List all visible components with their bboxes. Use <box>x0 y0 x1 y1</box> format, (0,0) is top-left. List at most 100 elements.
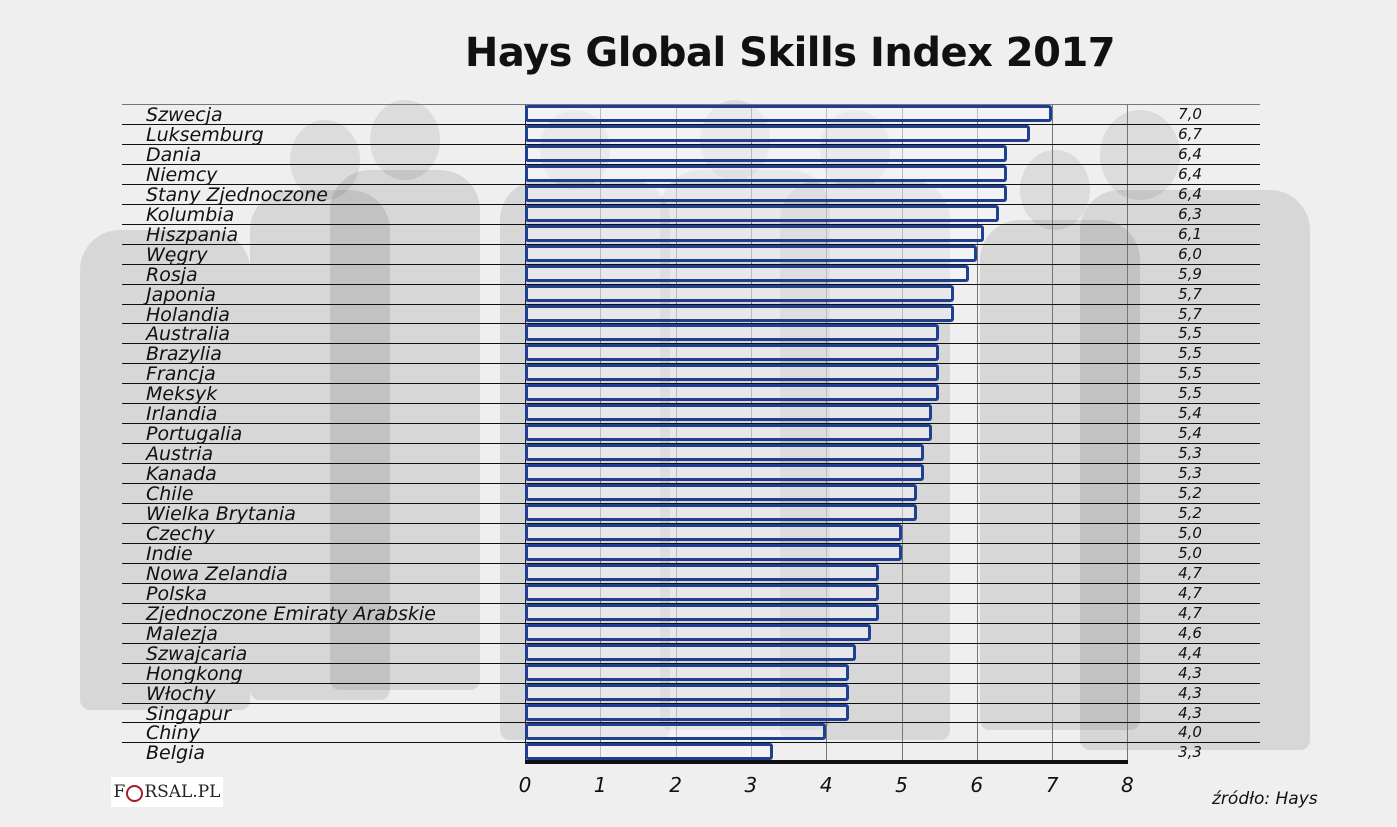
row-separator <box>122 443 1260 445</box>
value-label: 5,9 <box>1178 264 1202 283</box>
chart-title: Hays Global Skills Index 2017 <box>464 30 1116 76</box>
bar <box>525 364 940 382</box>
logo-text-right: RSAL.PL <box>144 782 221 802</box>
row-separator <box>122 503 1260 504</box>
country-label: Chiny <box>146 722 200 745</box>
country-label: Belgia <box>146 742 205 765</box>
row-separator <box>122 722 1260 724</box>
logo-text-left: F <box>113 782 126 802</box>
country-label: Francja <box>146 363 216 386</box>
value-label: 7,0 <box>1178 105 1202 123</box>
row-separator <box>122 163 1260 165</box>
country-label: Niemcy <box>146 163 218 186</box>
country-label: Polska <box>146 582 207 605</box>
bar <box>525 184 1007 202</box>
bar <box>525 504 917 521</box>
row-separator <box>122 343 1260 345</box>
bar <box>525 683 849 701</box>
row-separator <box>122 203 1260 205</box>
country-label: Portugalia <box>146 423 243 446</box>
x-axis-line <box>525 760 1128 764</box>
bar <box>525 703 849 721</box>
bar <box>525 723 827 741</box>
bar <box>525 523 902 541</box>
row-separator <box>122 123 1260 125</box>
value-label: 6,4 <box>1178 164 1202 183</box>
value-label: 6,4 <box>1178 144 1202 163</box>
bar <box>525 583 879 601</box>
bar <box>525 324 940 342</box>
row-separator <box>122 303 1260 305</box>
value-label: 5,4 <box>1178 424 1202 443</box>
logo-chart-icon <box>126 784 144 802</box>
country-label: Szwecja <box>146 104 223 126</box>
row-separator <box>122 682 1260 684</box>
row-separator <box>122 483 1260 485</box>
x-tick-label: 0 <box>518 773 532 797</box>
country-label: Węgry <box>146 243 208 266</box>
bar <box>525 484 917 502</box>
bar <box>525 663 849 681</box>
country-label: Singapur <box>146 702 231 725</box>
bar <box>525 284 955 302</box>
forsal-logo: F RSAL.PL <box>111 777 223 807</box>
value-label: 4,3 <box>1178 703 1202 722</box>
country-label: Luksemburg <box>146 123 264 146</box>
bar <box>525 105 1053 122</box>
row-separator <box>122 383 1260 385</box>
value-label: 4,7 <box>1178 583 1202 602</box>
row-separator <box>122 423 1260 425</box>
bar <box>525 244 977 262</box>
country-label: Kolumbia <box>146 203 235 226</box>
country-label: Włochy <box>146 682 216 705</box>
row-separator <box>122 183 1260 185</box>
value-label: 6,7 <box>1178 124 1202 143</box>
value-label: 4,7 <box>1178 603 1202 622</box>
country-label: Hiszpania <box>146 223 239 246</box>
value-label: 5,0 <box>1178 543 1202 562</box>
value-label: 4,0 <box>1178 723 1202 742</box>
x-tick-label: 7 <box>1045 773 1059 797</box>
country-label: Kanada <box>146 463 217 486</box>
x-tick-label: 1 <box>593 773 607 797</box>
row-separator <box>122 104 1260 105</box>
bar <box>525 144 1007 162</box>
country-label: Rosja <box>146 263 198 286</box>
row-separator <box>122 562 1260 564</box>
row-separator <box>122 263 1260 265</box>
bar <box>525 743 774 761</box>
country-label: Meksyk <box>146 383 218 406</box>
value-label: 4,3 <box>1178 683 1202 702</box>
value-label: 5,5 <box>1178 324 1202 343</box>
row-separator <box>122 143 1260 145</box>
country-label: Holandia <box>146 303 230 326</box>
bar <box>525 224 985 242</box>
country-label: Nowa Zelandia <box>146 562 288 585</box>
country-label: Irlandia <box>146 403 218 426</box>
source-note: źródło: Hays <box>1212 789 1318 809</box>
bar <box>525 464 925 482</box>
bar <box>525 563 879 581</box>
country-label: Chile <box>146 483 194 506</box>
row-separator <box>122 662 1260 664</box>
value-label: 4,6 <box>1178 623 1202 642</box>
country-label: Brazylia <box>146 343 222 366</box>
bar <box>525 264 970 282</box>
x-tick-label: 4 <box>819 773 833 797</box>
value-label: 5,7 <box>1178 284 1202 303</box>
bar <box>525 384 940 402</box>
bar <box>525 164 1007 182</box>
bar <box>525 424 932 442</box>
value-label: 5,5 <box>1178 344 1202 363</box>
row-separator <box>122 223 1260 225</box>
value-label: 5,3 <box>1178 464 1202 483</box>
value-label: 6,3 <box>1178 204 1202 223</box>
row-separator <box>122 642 1260 644</box>
bar <box>525 643 857 661</box>
country-label: Indie <box>146 542 193 565</box>
row-separator <box>122 542 1260 544</box>
value-label: 5,5 <box>1178 364 1202 383</box>
gridline <box>976 104 978 764</box>
country-label: Hongkong <box>146 662 243 685</box>
